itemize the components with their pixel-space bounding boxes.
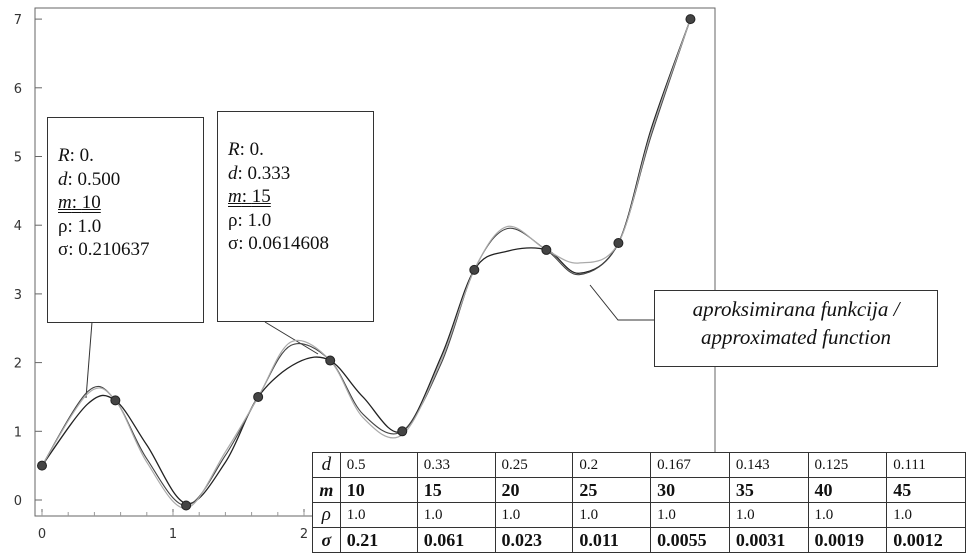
data-point: [37, 460, 47, 471]
info-r: R: 0.: [228, 139, 264, 160]
table-cell: 35: [728, 477, 809, 503]
leader-line: [264, 321, 319, 355]
data-point: [397, 426, 408, 437]
table-cell: 40: [807, 477, 888, 503]
series-lines: [41, 18, 692, 509]
data-point: [541, 244, 552, 255]
table-cell: 0.125: [807, 452, 888, 478]
table-cell: 1.0: [728, 502, 809, 528]
info-rho: ρ: 1.0: [228, 209, 272, 231]
row-label: ρ: [312, 502, 341, 528]
y-tick-label: 7: [14, 13, 22, 28]
series-line-2: [41, 18, 691, 507]
data-point: [325, 355, 336, 366]
series-line-3: [41, 18, 692, 509]
table-cell: 0.061: [416, 527, 496, 553]
table-cell: 0.0055: [650, 527, 730, 553]
info-sigma: σ: 0.0614608: [228, 233, 330, 254]
y-tick-label: 5: [14, 151, 22, 166]
y-tick-label: 4: [14, 219, 22, 234]
table-cell: 0.143: [728, 452, 809, 478]
leader-line: [85, 321, 93, 399]
callout-line-1: aproksimirana funkcija /: [692, 297, 900, 321]
parameter-table: d 0.5 0.33 0.25 0.2 0.167 0.143 0.125 0.111 m 10 15…: [312, 452, 966, 553]
table-row: m 10 15 20 25 30 35 40 45: [312, 477, 966, 503]
table-cell: 45: [886, 477, 966, 503]
table-cell: 1.0: [494, 502, 574, 528]
table-cell: 0.2: [572, 452, 652, 478]
info-box-1: R: 0. d: 0.500 m: 10 ρ: 1.0 σ: 0.210637: [47, 117, 204, 323]
row-label: σ: [312, 527, 341, 553]
data-point: [181, 500, 192, 511]
y-tick-label: 3: [14, 288, 22, 303]
data-point: [253, 391, 264, 402]
table-cell: 1.0: [339, 502, 418, 528]
data-point: [685, 14, 696, 25]
callout-line-2: approximated function: [701, 325, 891, 349]
leader-line: [589, 284, 654, 321]
info-rho: ρ: 1.0: [58, 215, 102, 237]
info-d: d: 0.500: [58, 168, 121, 190]
x-tick-label: 2: [300, 527, 308, 542]
x-tick-label: 0: [38, 527, 46, 542]
table-cell: 0.25: [494, 452, 574, 478]
table-cell: 1.0: [807, 502, 888, 528]
table-cell: 0.011: [572, 527, 652, 553]
x-tick-label: 1: [169, 527, 177, 542]
table-cell: 0.0019: [807, 527, 888, 553]
y-tick-label: 6: [14, 82, 22, 97]
table-cell: 1.0: [650, 502, 730, 528]
table-cell: 0.0012: [886, 527, 966, 553]
row-label: d: [312, 452, 341, 478]
table-cell: 10: [339, 477, 418, 503]
data-points: [37, 14, 696, 511]
info-m: m: 10: [58, 192, 101, 213]
info-r: R: 0.: [58, 145, 94, 166]
table-cell: 0.5: [339, 452, 418, 478]
table-cell: 0.0031: [728, 527, 809, 553]
y-tick-label: 0: [14, 494, 22, 509]
table-row: ρ 1.0 1.0 1.0 1.0 1.0 1.0 1.0 1.0: [312, 502, 966, 528]
series-line-1: [41, 18, 692, 505]
table-cell: 0.33: [416, 452, 496, 478]
data-point: [469, 264, 480, 275]
data-point: [110, 395, 121, 406]
info-box-2: R: 0. d: 0.333 m: 15 ρ: 1.0 σ: 0.0614608: [217, 111, 374, 322]
table-cell: 0.21: [339, 527, 418, 553]
info-m: m: 15: [228, 186, 271, 207]
y-tick-label: 1: [14, 425, 22, 440]
approximated-function-callout: aproksimirana funkcija / approximated fu…: [654, 290, 938, 367]
table-cell: 25: [572, 477, 652, 503]
table-row: σ 0.21 0.061 0.023 0.011 0.0055 0.0031 0.0019 0.…: [312, 527, 966, 553]
table-cell: 20: [494, 477, 574, 503]
table-cell: 15: [416, 477, 496, 503]
y-tick-label: 2: [14, 357, 22, 372]
table-cell: 0.167: [650, 452, 730, 478]
table-row: d 0.5 0.33 0.25 0.2 0.167 0.143 0.125 0.111: [312, 452, 966, 478]
info-sigma: σ: 0.210637: [58, 239, 150, 260]
leader-lines: [85, 284, 654, 399]
table-cell: 0.023: [494, 527, 574, 553]
table-cell: 1.0: [416, 502, 496, 528]
data-point: [613, 238, 624, 249]
info-d: d: 0.333: [228, 162, 291, 184]
table-cell: 0.111: [886, 452, 966, 478]
table-cell: 1.0: [572, 502, 652, 528]
row-label: m: [312, 477, 341, 503]
table-cell: 30: [650, 477, 730, 503]
table-cell: 1.0: [886, 502, 966, 528]
